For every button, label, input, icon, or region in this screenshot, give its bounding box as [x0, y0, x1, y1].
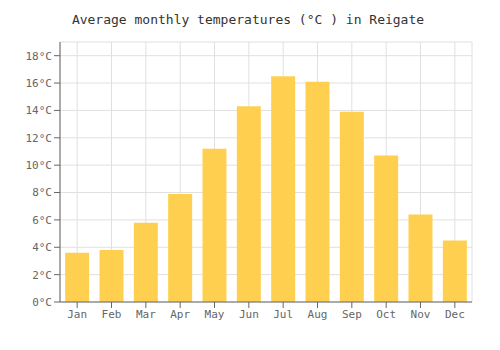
svg-text:Nov: Nov [411, 308, 431, 321]
svg-text:Aug: Aug [308, 308, 328, 321]
svg-text:Feb: Feb [102, 308, 122, 321]
svg-text:Jan: Jan [67, 308, 87, 321]
svg-text:4°C: 4°C [32, 241, 52, 254]
svg-text:Dec: Dec [445, 308, 465, 321]
svg-text:0°C: 0°C [32, 296, 52, 309]
svg-text:May: May [205, 308, 225, 321]
svg-text:Mar: Mar [136, 308, 156, 321]
svg-text:18°C: 18°C [26, 50, 53, 63]
svg-text:Apr: Apr [170, 308, 190, 321]
html-text:Average monthly temperatures (: Average monthly temperatures (°C ) in Re… [71, 12, 425, 27]
svg-text:8°C: 8°C [32, 186, 52, 199]
svg-text:12°C: 12°C [26, 132, 53, 145]
svg-text:2°C: 2°C [32, 269, 52, 282]
svg-text:Jul: Jul [273, 308, 293, 321]
svg-text:14°C: 14°C [26, 104, 53, 117]
svg-text:Sep: Sep [342, 308, 362, 321]
svg-text:6°C: 6°C [32, 214, 52, 227]
svg-text:16°C: 16°C [26, 77, 53, 90]
svg-text:Oct: Oct [376, 308, 396, 321]
svg-text:10°C: 10°C [26, 159, 53, 172]
svg-text:Jun: Jun [239, 308, 259, 321]
